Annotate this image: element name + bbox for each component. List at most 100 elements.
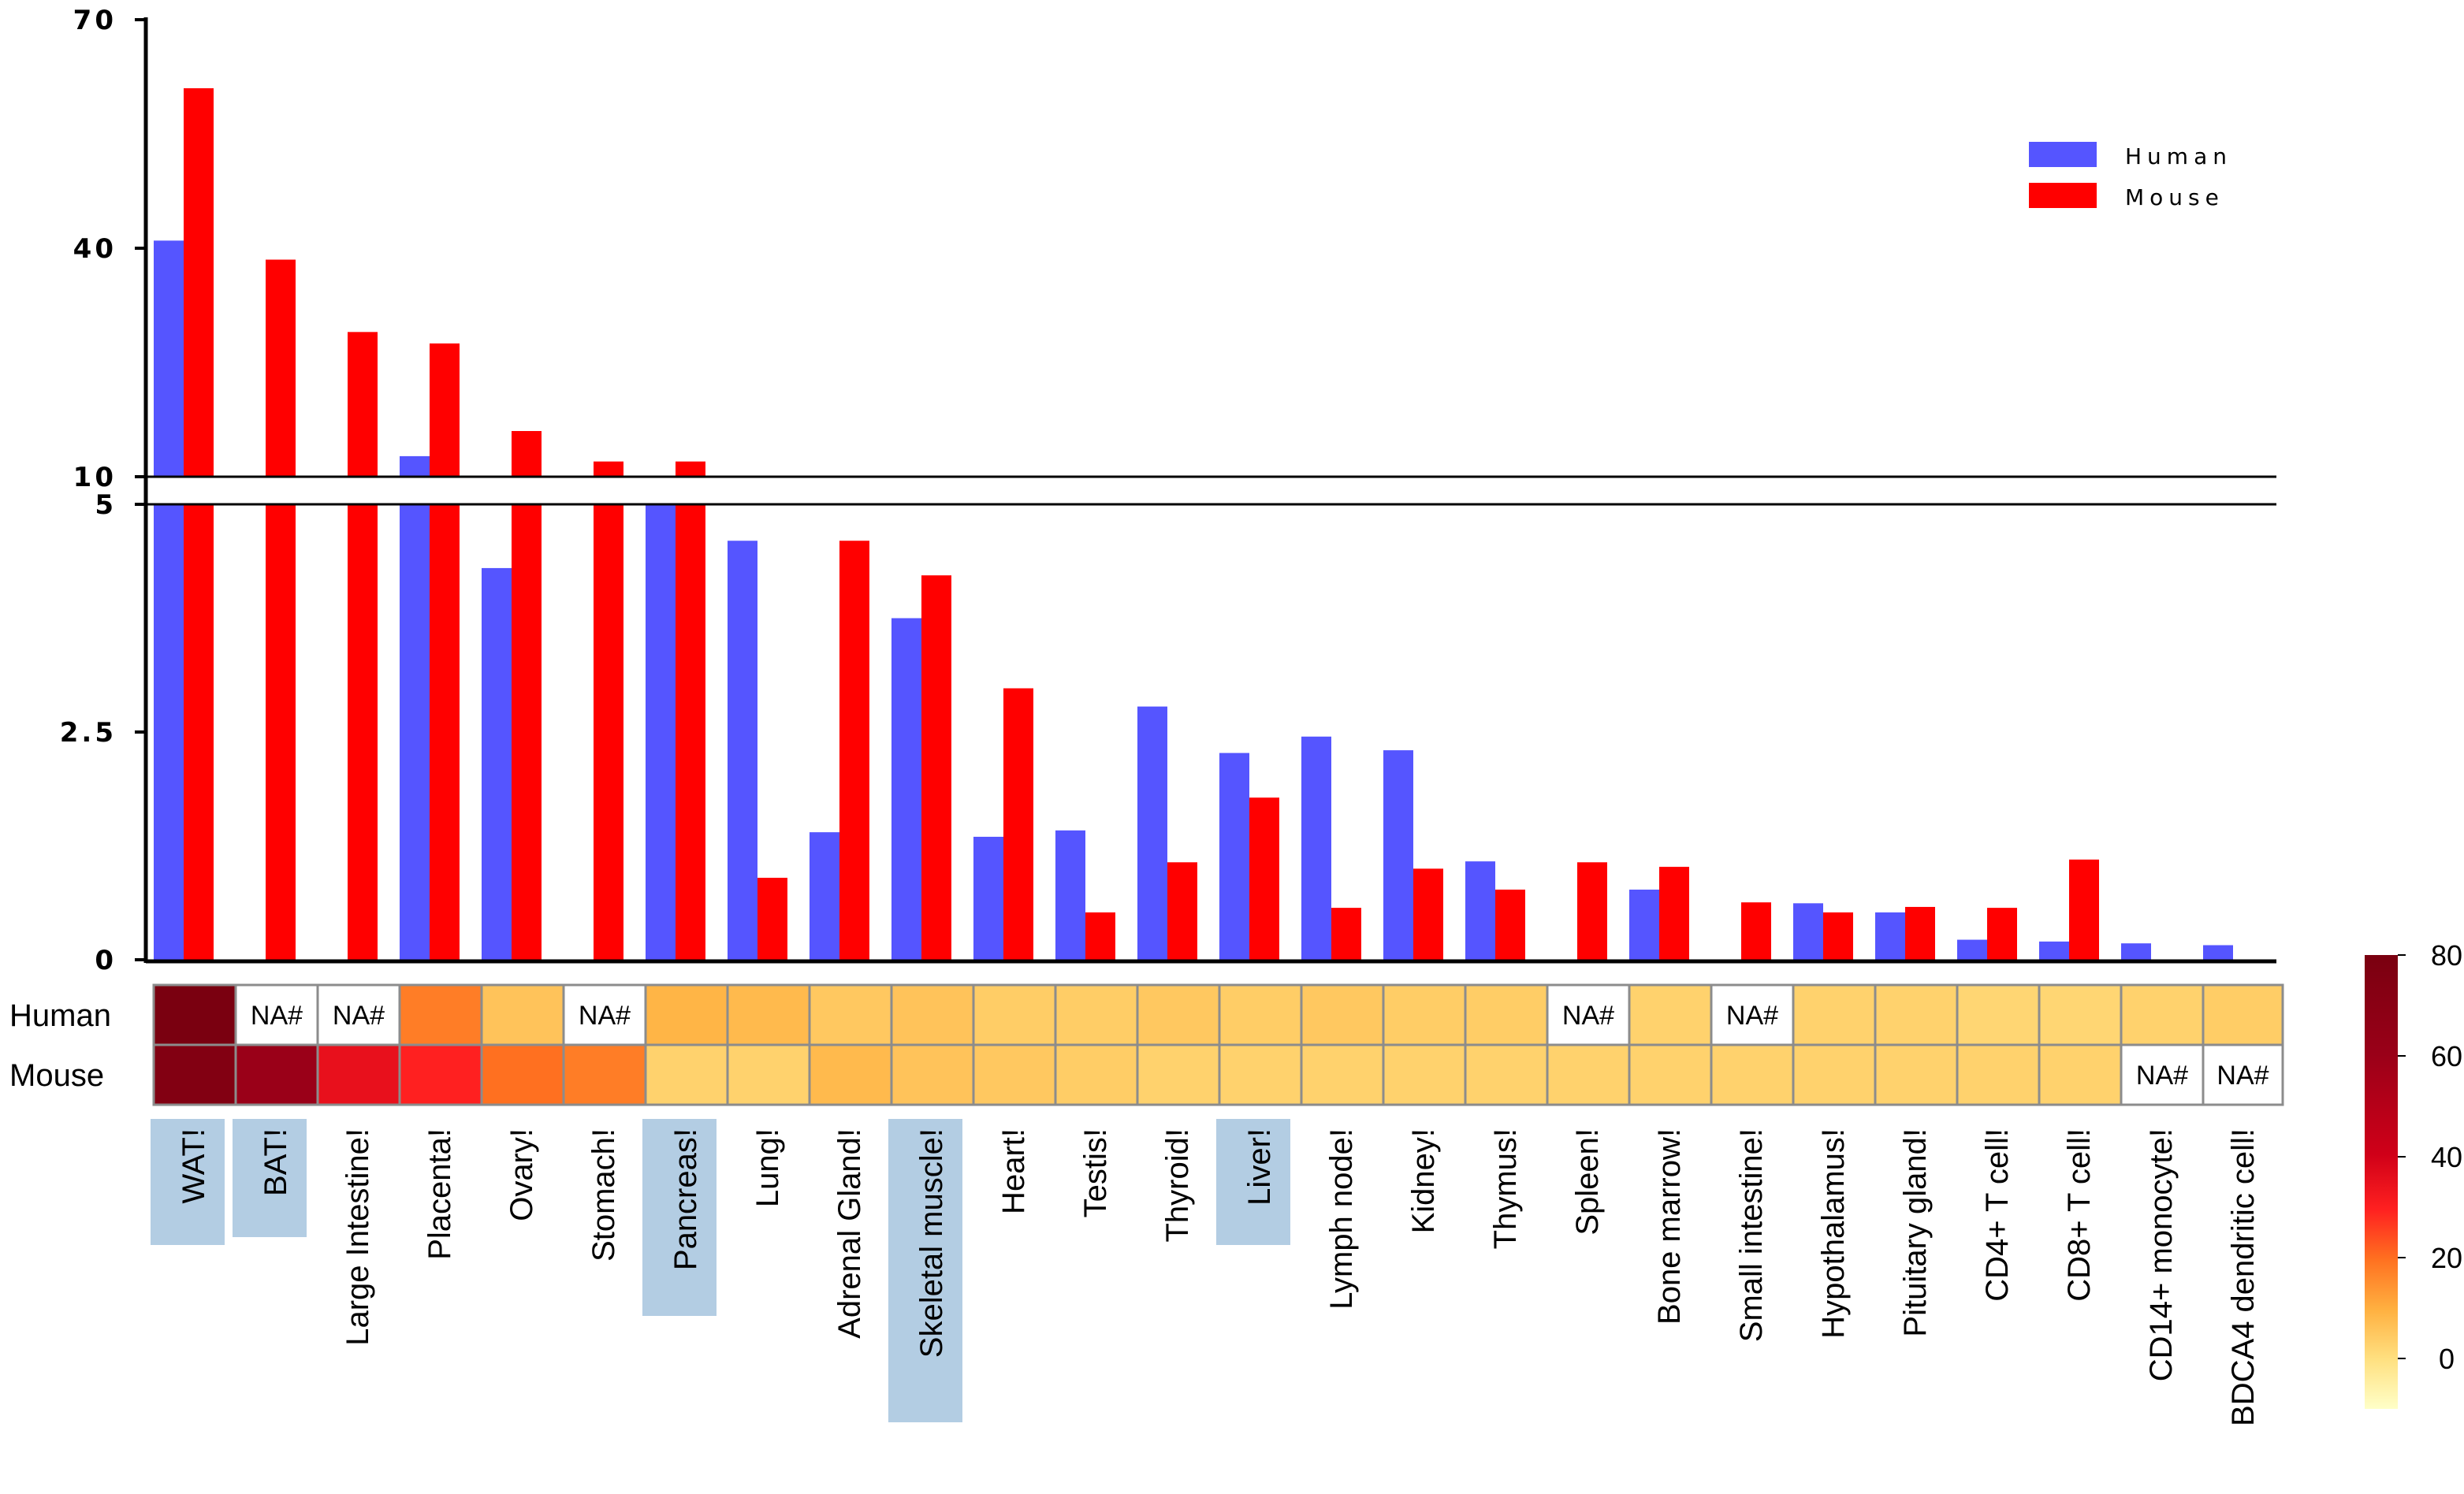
heatmap-na-label: NA#: [1726, 1001, 1778, 1031]
heatmap-cell: [2202, 983, 2284, 1046]
heatmap-cell: [644, 1043, 729, 1106]
mouse-bar: [512, 431, 542, 477]
human-bar: [973, 836, 1003, 960]
human-bar-lower: [400, 504, 430, 960]
bars: [154, 88, 2233, 960]
human-bar: [1219, 753, 1249, 960]
heatmap-cell: [1464, 1043, 1549, 1106]
x-tick-label: Pancreas!: [668, 1128, 703, 1270]
human-bar: [2121, 943, 2151, 960]
heatmap-cell: [2120, 983, 2205, 1046]
mouse-bar: [1495, 889, 1525, 960]
colorbar-tick-label: 0: [2439, 1343, 2455, 1375]
human-bar: [154, 240, 184, 477]
x-tick-label: Testis!: [1078, 1128, 1113, 1217]
heatmap-cell: [480, 983, 565, 1046]
heatmap-cell: [152, 1043, 237, 1106]
heatmap-cell: [2120, 1043, 2205, 1106]
human-bar: [1957, 939, 1987, 960]
x-tick-label: CD14+ monocyte!: [2144, 1128, 2179, 1381]
colorbar: 80 60 40 20 0: [2365, 939, 2462, 1409]
heatmap-cell: [1136, 983, 1221, 1046]
mouse-bar: [594, 461, 623, 477]
mouse-bar: [1413, 868, 1443, 960]
x-tick-label: BAT!: [259, 1128, 293, 1196]
heatmap-cell: [1874, 983, 1959, 1046]
mouse-bar: [1331, 908, 1361, 960]
x-tick-label: Bone marrow!: [1652, 1128, 1687, 1325]
heatmap-cell: [726, 1043, 811, 1106]
x-tick-label: Pituitary gland!: [1898, 1128, 1933, 1337]
heatmap-cell: [1628, 983, 1713, 1046]
mouse-bar: [1659, 867, 1689, 960]
mouse-bar: [266, 259, 296, 477]
x-tick-label: Lung!: [750, 1128, 785, 1207]
heatmap-cell: [2202, 1043, 2284, 1106]
mouse-bar: [2069, 859, 2099, 960]
heatmap-cell: [2038, 1043, 2123, 1106]
heatmap-cell: [1136, 1043, 1221, 1106]
mouse-bar: [757, 877, 787, 960]
x-tick-label: Placenta!: [422, 1128, 457, 1260]
mouse-bar: [1905, 906, 1935, 960]
x-tick-label: Thymus!: [1488, 1128, 1523, 1249]
x-tick-label: Spleen!: [1570, 1128, 1605, 1236]
colorbar-tick-label: 20: [2431, 1242, 2462, 1274]
mouse-bar: [839, 541, 869, 960]
heatmap-cell: [2038, 983, 2123, 1046]
legend: Human Mouse: [2029, 142, 2227, 210]
heatmap-cell: [1382, 983, 1467, 1046]
y-tick-label: 70: [73, 5, 117, 36]
mouse-bar-lower: [512, 504, 542, 960]
heatmap-cell: [1300, 983, 1385, 1046]
human-bar: [1793, 903, 1823, 960]
mouse-bar-lower: [430, 504, 460, 960]
y-tick-label: 40: [73, 233, 117, 265]
category-highlight: [642, 1119, 716, 1316]
x-tick-label: Kidney!: [1406, 1128, 1441, 1233]
heatmap-cell: [1464, 983, 1549, 1046]
heatmap-cell: [480, 1043, 565, 1106]
human-bar-lower: [154, 504, 184, 960]
category-highlight: [151, 1119, 225, 1245]
heatmap-na-label: NA#: [2216, 1061, 2269, 1091]
heatmap-cell: [644, 983, 729, 1046]
x-tick-label: Hypothalamus!: [1816, 1128, 1851, 1339]
mouse-bar: [676, 461, 705, 477]
heatmap-cell: [398, 1043, 483, 1106]
human-bar: [482, 567, 512, 960]
heatmap-cell: [726, 983, 811, 1046]
x-tick-label: Skeletal muscle!: [914, 1128, 949, 1358]
human-bar: [400, 455, 430, 477]
y-tick-label: 5: [95, 489, 117, 521]
colorbar-tick-label: 80: [2431, 939, 2462, 972]
heatmap-cell: [234, 1043, 319, 1106]
human-bar: [1301, 736, 1331, 960]
heatmap-cell: [1546, 983, 1631, 1046]
axes: 70 40 105 2.5 0: [60, 5, 2276, 976]
mouse-bar: [1823, 912, 1853, 960]
mouse-bar: [921, 575, 951, 960]
mouse-bar: [1741, 902, 1771, 960]
human-bar: [1137, 706, 1167, 960]
mouse-bar: [1577, 862, 1607, 960]
heatmap-row-label-human: Human: [9, 998, 111, 1033]
heatmap-cell: [562, 1043, 647, 1106]
heatmap-cell: [1054, 1043, 1139, 1106]
heatmap-cell: [398, 983, 483, 1046]
heatmap-cell: [1546, 1043, 1631, 1106]
human-bar: [728, 541, 757, 960]
category-highlight: [888, 1119, 962, 1422]
category-labels: WAT! BAT! Large Intestine! Placenta! Ovary! S…: [177, 1128, 2261, 1426]
mouse-bar: [1249, 797, 1279, 960]
heatmap-na-label: NA#: [333, 1001, 385, 1031]
human-bar-lower: [646, 504, 676, 960]
heatmap-cell: [972, 983, 1057, 1046]
x-tick-label: CD8+ T cell!: [2062, 1128, 2097, 1302]
x-tick-label: Thyroid!: [1160, 1128, 1195, 1243]
legend-swatch-mouse: [2029, 183, 2097, 208]
x-tick-label: WAT!: [177, 1128, 211, 1204]
human-bar: [810, 832, 839, 960]
mouse-bar: [1987, 908, 2017, 960]
